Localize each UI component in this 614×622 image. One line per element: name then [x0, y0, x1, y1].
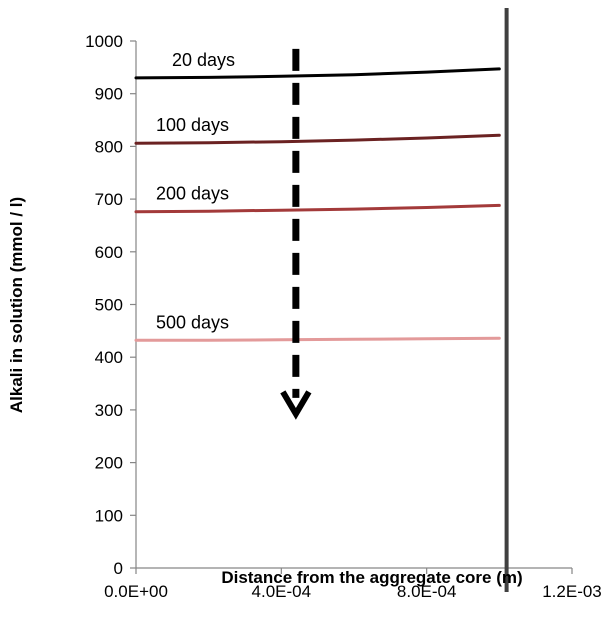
axes: 0 100 200 300 400 500 600 700 800 900 1000 0.0E+00 4… [85, 32, 602, 601]
series-line [134, 336, 501, 342]
y-tick-label: 0 [114, 559, 123, 578]
y-tick-label: 100 [95, 506, 123, 525]
x-tick-label: 0.0E+00 [104, 582, 168, 601]
series-label: 100 days [156, 115, 229, 135]
y-tick-label: 700 [95, 190, 123, 209]
x-axis-title: Distance from the aggregate core (m) [221, 568, 522, 587]
x-tick-label: 8.0E-04 [397, 582, 457, 601]
y-axis-title: Alkali in solution (mmol / l) [7, 197, 26, 413]
series-line [134, 67, 501, 80]
series-line [134, 203, 501, 214]
series-label: 200 days [156, 184, 229, 204]
series-group: 20 days 100 days 200 days 500 days [134, 50, 501, 342]
series-label: 20 days [172, 50, 235, 70]
y-tick-label: 1000 [85, 32, 123, 51]
y-tick-label: 900 [95, 85, 123, 104]
y-tick-label: 400 [95, 348, 123, 367]
y-tick-label: 300 [95, 401, 123, 420]
y-tick-label: 800 [95, 137, 123, 156]
annotations [280, 8, 509, 592]
series-label: 500 days [156, 312, 229, 332]
y-tick-label: 200 [95, 454, 123, 473]
series-line [134, 133, 501, 145]
x-tick-label: 4.0E-04 [252, 582, 312, 601]
trend-arrow-head [280, 390, 312, 420]
x-tick-label: 1.2E-03 [542, 582, 602, 601]
y-tick-label: 600 [95, 243, 123, 262]
y-tick-label: 500 [95, 296, 123, 315]
